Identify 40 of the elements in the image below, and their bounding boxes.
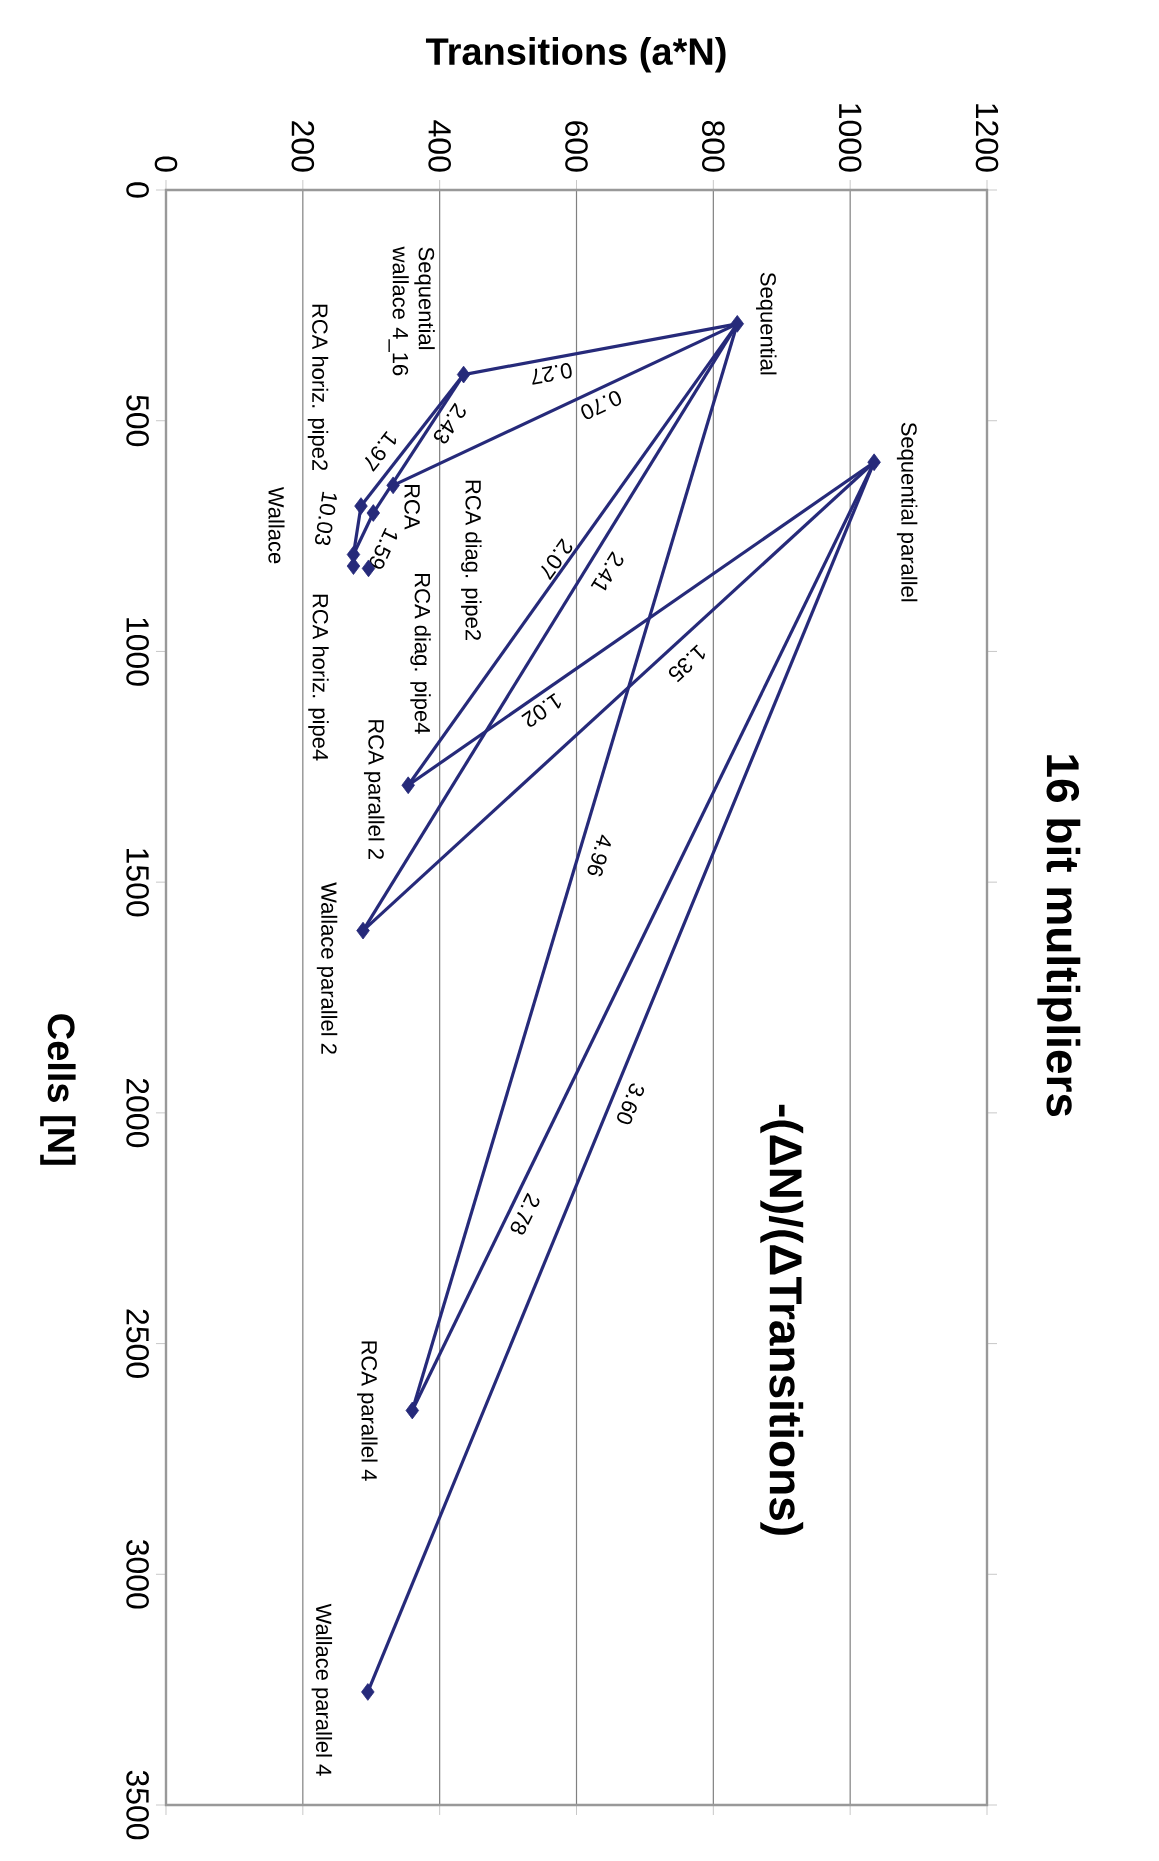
annotation: 3.60 (617, 1083, 645, 1125)
x-tick-label: 1000 (838, 104, 862, 172)
annotation: Sequential parallel (896, 422, 918, 602)
y-tick-label: 3500 (126, 1770, 149, 1840)
annotation: RCA horiz. pipe2 (307, 304, 329, 471)
annotation: RCA parallel 2 (363, 720, 385, 860)
annotation: RCA (404, 484, 420, 530)
annotation: Wallace parallel 4 (311, 1603, 333, 1776)
annotation: RCA diag. pipe2 (461, 480, 482, 640)
x-tick-label: 1200 (975, 104, 999, 172)
y-tick-label: 1000 (126, 618, 149, 686)
x-tick-label: 200 (291, 121, 315, 172)
x-tick-label: 400 (428, 120, 451, 172)
text: -(ΔN)/(ΔTransitions) (760, 1104, 804, 1535)
y-axis-title: Cells [N] (40, 1014, 76, 1165)
y-tick-label: 3000 (126, 1539, 149, 1609)
annotation: Sequential (756, 272, 777, 375)
y-tick-label: 2500 (126, 1309, 149, 1378)
annotation: 10.03 (315, 491, 337, 546)
annotation: Sequential wallace 4_16 (388, 246, 435, 376)
annotation: RCA parallel 4 (357, 1341, 378, 1481)
annotation: 1.59 (369, 527, 398, 569)
annotation: 1.02 (521, 693, 562, 727)
annotation: 0.70 (581, 390, 622, 420)
y-tick-label: 2000 (126, 1078, 149, 1148)
x-axis-title: Transitions (a*N) (425, 37, 726, 73)
annotation: Wallace parallel 2 (316, 882, 338, 1054)
y-tick-label: 500 (126, 395, 149, 447)
x-tick-label: 0 (154, 156, 178, 172)
x-tick-label: 800 (702, 120, 725, 172)
text: 16 bit multipliers (1037, 755, 1081, 1117)
y-tick-label: 1500 (126, 849, 149, 917)
annotation: Wallace (268, 486, 285, 564)
x-tick-label: 600 (565, 121, 588, 172)
y-tick-label: 0 (126, 182, 149, 198)
annotation: 2.78 (510, 1192, 540, 1235)
annotation: RCA diag. pipe4 (410, 574, 431, 734)
annotation: RCA horiz. pipe4 (308, 594, 329, 761)
annotation: 0.27 (532, 363, 572, 385)
annotation: 4.96 (587, 834, 611, 877)
